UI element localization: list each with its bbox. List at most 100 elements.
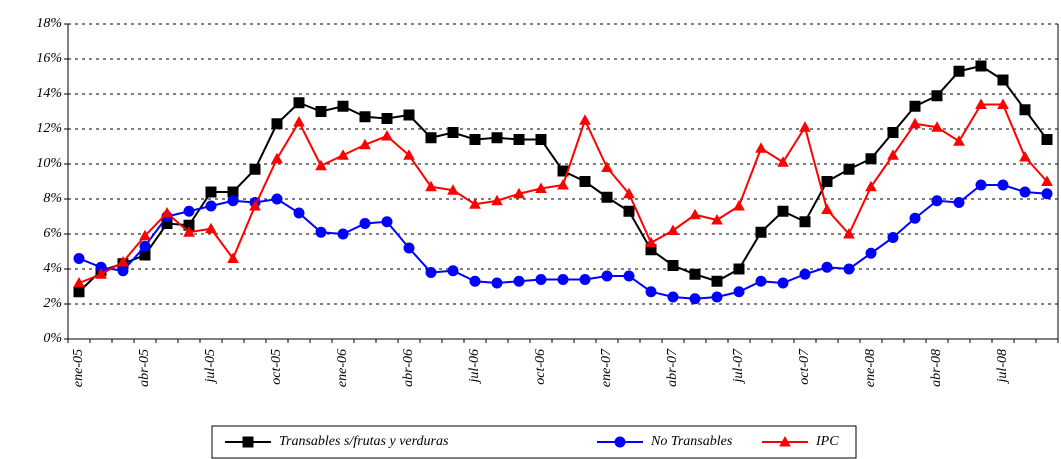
- data-point: [359, 111, 371, 123]
- data-point: [381, 216, 393, 228]
- data-point: [733, 263, 745, 275]
- series-line: [78, 103, 1048, 284]
- data-point: [271, 152, 283, 164]
- data-point: [271, 118, 283, 130]
- data-point: [447, 184, 459, 195]
- data-point: [381, 129, 393, 141]
- data-point: [755, 142, 767, 153]
- data-point: [953, 197, 965, 208]
- y-tick-label: 6%: [43, 226, 62, 241]
- data-point: [997, 98, 1009, 109]
- data-point: [777, 156, 789, 167]
- data-point: [227, 252, 239, 263]
- data-point: [205, 222, 217, 234]
- data-point: [931, 90, 943, 102]
- legend-label: No Transables: [650, 434, 733, 449]
- x-tick-label: ene-06: [335, 349, 350, 387]
- series-line: [78, 64, 1048, 293]
- legend-marker: [779, 435, 791, 447]
- x-tick-label: abr-05: [137, 349, 152, 387]
- legend-box: [211, 425, 857, 459]
- data-point: [953, 65, 965, 77]
- data-point: [843, 263, 855, 275]
- x-tick-label: abr-08: [929, 349, 944, 387]
- data-point: [117, 255, 129, 267]
- data-point: [469, 134, 481, 145]
- data-point: [535, 134, 547, 145]
- data-point: [843, 163, 855, 175]
- y-tick-label: 14%: [36, 86, 62, 101]
- data-point: [271, 193, 283, 205]
- data-point: [1019, 150, 1031, 162]
- data-point: [557, 274, 569, 285]
- data-point: [821, 203, 833, 214]
- x-tick-label: jul-08: [995, 349, 1010, 384]
- data-point: [249, 163, 261, 175]
- data-point: [1041, 134, 1053, 145]
- data-point: [491, 132, 503, 144]
- legend: Transables s/frutas y verduras No Transab…: [211, 425, 857, 459]
- data-point: [425, 267, 437, 278]
- data-point: [403, 149, 415, 160]
- data-point: [403, 109, 415, 121]
- data-point: [315, 106, 327, 117]
- y-tick-label: 10%: [36, 156, 62, 171]
- x-tick-label: jul-06: [467, 349, 482, 384]
- data-point: [117, 265, 129, 277]
- data-point: [799, 268, 811, 280]
- data-point: [73, 253, 85, 264]
- data-point: [95, 268, 107, 279]
- legend-marker: [614, 436, 626, 448]
- data-point: [469, 198, 481, 209]
- y-tick-label: 18%: [36, 16, 62, 31]
- data-point: [337, 100, 349, 112]
- data-point: [1019, 104, 1031, 116]
- data-point: [865, 153, 877, 165]
- data-point: [689, 208, 701, 220]
- data-point: [447, 265, 459, 277]
- data-point: [953, 135, 965, 146]
- data-point: [1019, 186, 1031, 198]
- data-point: [931, 121, 943, 132]
- data-point: [205, 200, 217, 212]
- data-point: [843, 227, 855, 239]
- data-point: [887, 127, 899, 138]
- data-point: [491, 277, 503, 289]
- data-point: [909, 100, 921, 112]
- data-point: [535, 182, 547, 193]
- data-point: [975, 60, 987, 72]
- legend-marker: [242, 436, 254, 448]
- data-point: [315, 226, 327, 238]
- data-point: [403, 242, 415, 254]
- x-tick-label: abr-06: [401, 349, 416, 387]
- data-point: [337, 149, 349, 160]
- data-point: [909, 117, 921, 129]
- data-point: [755, 275, 767, 287]
- data-point: [227, 195, 239, 207]
- data-point: [755, 226, 767, 238]
- data-point: [711, 275, 723, 287]
- x-tick-label: ene-08: [863, 349, 878, 387]
- x-tick-label: oct-06: [533, 349, 548, 385]
- data-point: [623, 205, 635, 217]
- data-point: [997, 74, 1009, 86]
- x-tick-label: ene-05: [71, 349, 86, 387]
- data-point: [359, 138, 371, 150]
- x-tick-label: oct-07: [797, 348, 812, 385]
- legend-label: Transables s/frutas y verduras: [279, 434, 449, 449]
- data-point: [645, 236, 657, 248]
- x-tick-label: jul-07: [731, 348, 746, 384]
- data-point: [821, 176, 833, 187]
- data-point: [799, 121, 811, 132]
- data-point: [865, 247, 877, 259]
- data-point: [249, 199, 261, 211]
- data-point: [447, 127, 459, 138]
- data-point: [513, 187, 525, 199]
- data-point: [887, 149, 899, 160]
- data-point: [887, 232, 899, 243]
- data-point: [733, 286, 745, 298]
- data-point: [799, 216, 811, 228]
- data-point: [491, 194, 503, 206]
- y-tick-label: 2%: [43, 296, 62, 311]
